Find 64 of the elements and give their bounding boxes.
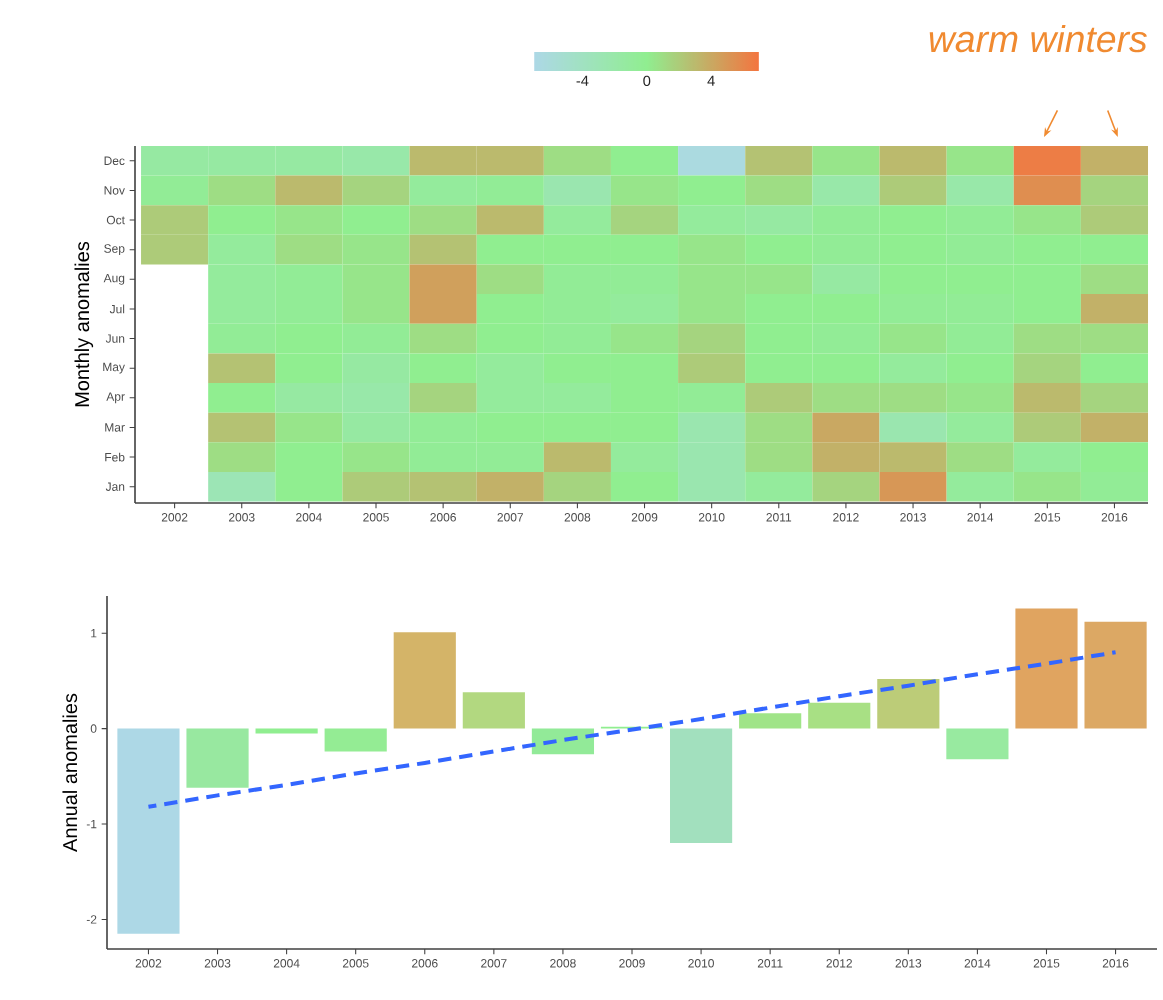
x-tick-label: 2010 <box>698 513 725 522</box>
y-tick-label: Apr <box>106 392 125 404</box>
bar <box>1015 608 1078 729</box>
color-bar-label: 4 <box>707 75 715 86</box>
x-tick-label: 2002 <box>161 513 188 522</box>
y-tick-label: -1 <box>86 819 97 829</box>
y-tick-label: Mar <box>105 423 125 432</box>
y-tick-label: Nov <box>104 186 125 195</box>
color-bar-label: -4 <box>576 75 589 86</box>
y-axis-title: Annual anomalies <box>62 693 78 852</box>
x-tick-label: 2012 <box>833 513 859 522</box>
bar <box>670 728 733 844</box>
y-tick-label: -2 <box>86 915 97 924</box>
x-tick-label: 2014 <box>967 513 994 522</box>
bar <box>186 728 249 788</box>
color-bar-label: 0 <box>643 75 651 87</box>
x-tick-label: 2006 <box>412 959 438 968</box>
bar <box>393 632 456 729</box>
x-tick-label: 2005 <box>363 513 389 522</box>
y-tick-label: Sep <box>104 244 125 256</box>
y-tick-label: Feb <box>105 452 125 462</box>
y-tick-label: Aug <box>103 273 125 285</box>
x-tick-label: 2004 <box>296 513 322 522</box>
bar <box>117 728 180 934</box>
y-axis-title: Monthly anomalies <box>74 241 94 407</box>
x-tick-label: 2008 <box>550 959 576 968</box>
x-tick-label: 2013 <box>895 959 922 968</box>
x-tick-label: 2003 <box>229 513 255 522</box>
y-tick-label: Jan <box>105 482 125 491</box>
y-tick-label: 0 <box>90 724 97 733</box>
x-tick-label: 2016 <box>1102 959 1129 968</box>
x-tick-label: 2008 <box>564 513 591 522</box>
bar <box>462 692 525 729</box>
y-tick-label: Oct <box>106 215 125 225</box>
x-tick-label: 2009 <box>631 513 658 522</box>
x-tick-label: 2007 <box>497 513 523 522</box>
bar <box>1084 621 1147 729</box>
y-tick-label: May <box>103 362 125 374</box>
x-tick-label: 2014 <box>964 959 991 968</box>
y-tick-label: Jun <box>105 334 125 343</box>
x-tick-label: 2007 <box>481 959 507 968</box>
bar <box>877 679 940 729</box>
x-tick-label: 2002 <box>135 959 162 968</box>
x-tick-label: 2009 <box>619 959 645 968</box>
x-tick-label: 2011 <box>766 513 792 522</box>
bar <box>808 702 871 729</box>
bar <box>739 713 802 729</box>
x-tick-label: 2015 <box>1033 959 1060 968</box>
x-tick-label: 2010 <box>688 959 714 968</box>
x-tick-label: 2013 <box>900 513 926 522</box>
x-tick-label: 2004 <box>273 959 300 968</box>
y-tick-label: Dec <box>104 156 125 165</box>
x-tick-label: 2006 <box>430 513 456 522</box>
x-tick-label: 2005 <box>342 959 369 968</box>
bar <box>946 728 1009 760</box>
x-tick-label: 2011 <box>757 959 783 968</box>
x-tick-label: 2015 <box>1034 513 1061 522</box>
x-tick-label: 2003 <box>204 959 231 968</box>
bar <box>324 728 387 752</box>
y-tick-label: Jul <box>109 304 125 314</box>
x-tick-label: 2012 <box>826 959 852 968</box>
x-tick-label: 2016 <box>1101 513 1128 522</box>
text: warm winters <box>929 24 1147 53</box>
y-tick-label: 1 <box>91 629 97 638</box>
